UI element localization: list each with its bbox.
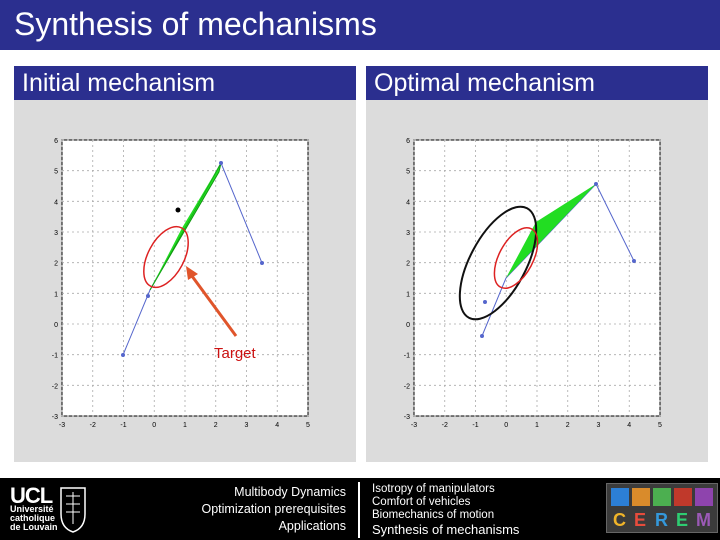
x-tick-label: 2 bbox=[566, 422, 570, 429]
x-tick-label: 2 bbox=[214, 422, 218, 429]
nav-optimization-prerequisites[interactable]: Optimization prerequisites bbox=[201, 502, 346, 516]
x-tick-label: -1 bbox=[472, 422, 478, 429]
y-tick-labels: 6 5 4 3 2 1 0 -1 -2 -3 bbox=[404, 138, 410, 421]
initial-mechanism-heading: Initial mechanism bbox=[14, 66, 356, 100]
coupler-point bbox=[175, 207, 181, 213]
y-tick-label: 6 bbox=[406, 138, 410, 145]
x-tick-label: -2 bbox=[442, 422, 448, 429]
x-tick-labels: -3 -2 -1 0 1 2 3 4 5 bbox=[59, 422, 310, 429]
y-tick-label: 6 bbox=[54, 138, 58, 145]
target-curve bbox=[143, 225, 189, 289]
target-arrow bbox=[187, 271, 238, 337]
university-line-2: catholique bbox=[10, 513, 56, 523]
pivot-b bbox=[219, 161, 223, 165]
y-tick-label: 1 bbox=[54, 291, 58, 298]
target-label: Target bbox=[214, 345, 257, 362]
target-arrow-head bbox=[186, 266, 198, 280]
university-line-3: de Louvain bbox=[10, 522, 58, 532]
x-tick-label: 1 bbox=[183, 422, 187, 429]
nav-synthesis-of-mechanisms[interactable]: Synthesis of mechanisms bbox=[372, 522, 520, 537]
target-curve bbox=[493, 227, 539, 289]
pivot-a bbox=[121, 353, 125, 357]
center-nav: Multibody Dynamics Optimization prerequi… bbox=[201, 484, 346, 535]
optimal-mechanism-plot-panel: -3 -2 -1 0 1 2 3 4 5 6 5 4 3 2 1 0 -1 -2 -3 bbox=[366, 100, 708, 462]
x-tick-label: 5 bbox=[658, 422, 662, 429]
x-tick-label: -2 bbox=[90, 422, 96, 429]
y-tick-label: 1 bbox=[406, 291, 410, 298]
x-tick-label: 0 bbox=[504, 422, 508, 429]
plot-grid bbox=[61, 139, 309, 417]
x-tick-label: 1 bbox=[535, 422, 539, 429]
x-tick-label: -3 bbox=[59, 422, 65, 429]
nav-biomechanics-of-motion[interactable]: Biomechanics of motion bbox=[372, 509, 495, 521]
coupler-triangle-fill bbox=[150, 163, 221, 290]
optimal-mechanism-plot: -3 -2 -1 0 1 2 3 4 5 6 5 4 3 2 1 0 -1 -2 -3 bbox=[404, 138, 662, 429]
nav-isotropy-of-manipulators[interactable]: Isotropy of manipulators bbox=[372, 483, 495, 495]
y-tick-label: 3 bbox=[54, 230, 58, 237]
nav-comfort-of-vehicles[interactable]: Comfort of vehicles bbox=[372, 496, 471, 508]
logo-letter-c: C bbox=[613, 510, 626, 530]
initial-mechanism-plot-panel: -3 -2 -1 0 1 2 3 4 5 6 5 4 3 2 1 0 -1 -2 -3 Target bbox=[14, 100, 356, 462]
pivot-c bbox=[260, 261, 264, 265]
plot-grid bbox=[413, 139, 661, 417]
pivot-d bbox=[146, 294, 150, 298]
ucl-logo-text: UCL bbox=[10, 483, 53, 508]
x-tick-labels: -3 -2 -1 0 1 2 3 4 5 bbox=[411, 422, 662, 429]
y-tick-label: -1 bbox=[404, 353, 410, 360]
y-tick-label: -2 bbox=[404, 383, 410, 390]
applications-nav: Isotropy of manipulators Comfort of vehi… bbox=[372, 483, 519, 537]
x-tick-label: 4 bbox=[627, 422, 631, 429]
y-tick-label: 5 bbox=[406, 169, 410, 176]
x-tick-label: 3 bbox=[597, 422, 601, 429]
y-tick-labels: 6 5 4 3 2 1 0 -1 -2 -3 bbox=[52, 138, 58, 421]
nav-applications[interactable]: Applications bbox=[278, 519, 346, 533]
footer-divider bbox=[358, 482, 360, 538]
initial-mechanism-plot: -3 -2 -1 0 1 2 3 4 5 6 5 4 3 2 1 0 -1 -2 -3 Target bbox=[52, 138, 310, 429]
pivot-d bbox=[483, 300, 487, 304]
y-tick-label: 2 bbox=[54, 261, 58, 268]
y-tick-label: 5 bbox=[54, 169, 58, 176]
title-bar bbox=[0, 0, 720, 50]
x-tick-label: 3 bbox=[245, 422, 249, 429]
y-tick-label: 3 bbox=[406, 230, 410, 237]
footer-bar bbox=[0, 478, 720, 540]
nav-multibody-dynamics[interactable]: Multibody Dynamics bbox=[234, 485, 346, 499]
logo-letter-m: M bbox=[696, 510, 711, 530]
logo-letter-r: R bbox=[655, 510, 668, 530]
y-tick-label: 0 bbox=[54, 322, 58, 329]
y-tick-label: 4 bbox=[54, 199, 58, 206]
y-tick-label: -2 bbox=[52, 383, 58, 390]
synthesized-curve bbox=[458, 205, 538, 321]
x-tick-label: 0 bbox=[152, 422, 156, 429]
university-crest-icon bbox=[60, 487, 86, 533]
optimal-mechanism-heading: Optimal mechanism bbox=[366, 66, 708, 100]
y-tick-label: -3 bbox=[404, 414, 410, 421]
y-tick-label: 2 bbox=[406, 261, 410, 268]
x-tick-label: -1 bbox=[120, 422, 126, 429]
y-tick-label: -3 bbox=[52, 414, 58, 421]
cerem-logo-graphic: C E R E M bbox=[611, 488, 713, 530]
slide-title: Synthesis of mechanisms bbox=[14, 6, 377, 42]
y-tick-label: 0 bbox=[406, 322, 410, 329]
coupler-triangle bbox=[506, 184, 596, 278]
cerem-logo: C E R E M bbox=[606, 483, 718, 533]
x-tick-label: 4 bbox=[275, 422, 279, 429]
logo-letter-e1: E bbox=[634, 510, 646, 530]
y-tick-label: 4 bbox=[406, 199, 410, 206]
university-name: Université catholique de Louvain bbox=[10, 505, 58, 532]
pivot-a bbox=[480, 334, 484, 338]
y-tick-label: -1 bbox=[52, 353, 58, 360]
pivot-b bbox=[594, 182, 598, 186]
x-tick-label: 5 bbox=[306, 422, 310, 429]
pivot-c bbox=[632, 259, 636, 263]
logo-letter-e2: E bbox=[676, 510, 688, 530]
university-line-1: Université bbox=[10, 504, 54, 514]
x-tick-label: -3 bbox=[411, 422, 417, 429]
